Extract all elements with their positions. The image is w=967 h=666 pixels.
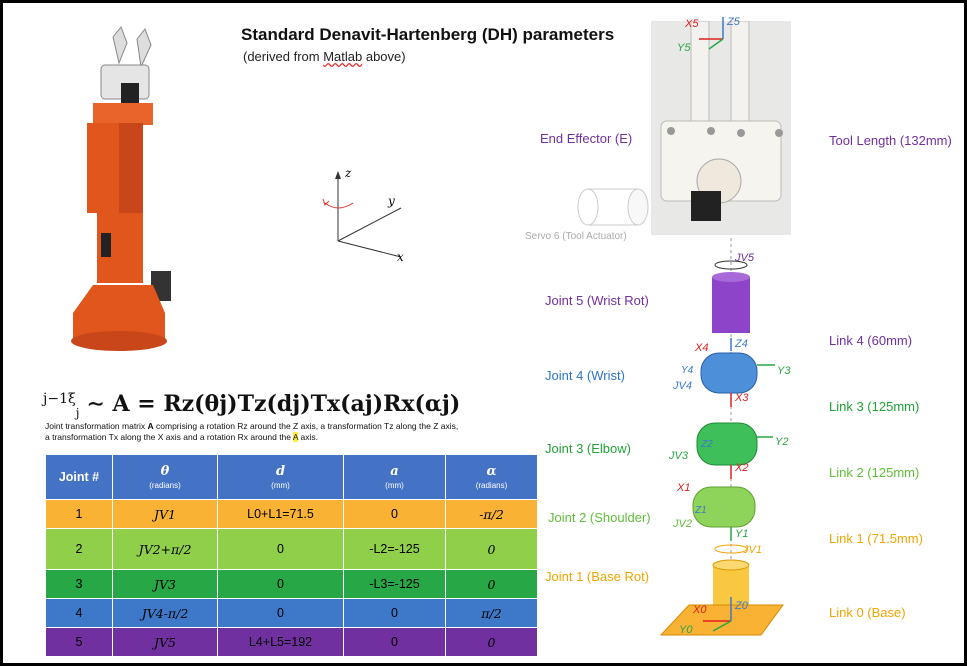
axes-icon: z y x xyxy=(322,166,404,263)
cell-joint: 1 xyxy=(45,499,113,529)
label-joint1: Joint 1 (Base Rot) xyxy=(545,569,650,584)
formula-lhs: j−1ξ xyxy=(43,391,76,407)
gripper-drawing xyxy=(660,21,783,221)
table-row: 4 JV4-π/2 0 0 π/2 xyxy=(45,598,538,628)
caption-part2: comprising a rotation Rz around the Z ax… xyxy=(45,421,459,442)
frame-y2: Y2 xyxy=(775,436,788,448)
cell-alpha: 0 xyxy=(445,528,538,570)
frame-z2: Z2 xyxy=(700,439,713,450)
dh-formula: j−1ξj ∼ A = Rz(θj)Tz(dj)Tx(aj)Rx(αj) xyxy=(43,391,460,420)
col-d: d (mm) xyxy=(217,454,344,500)
cell-d: 0 xyxy=(217,528,344,570)
cell-joint: 2 xyxy=(45,528,113,570)
cell-theta: JV3 xyxy=(112,569,218,599)
frame-jv5: JV5 xyxy=(734,252,755,264)
col-theta: θ (radians) xyxy=(112,454,218,500)
frame-z5: Z5 xyxy=(726,16,741,28)
frame-y3: Y3 xyxy=(777,365,791,377)
slide: Standard Denavit-Hartenberg (DH) paramet… xyxy=(3,3,964,663)
frame-x4: X4 xyxy=(694,342,708,354)
servo6-label: Servo 6 (Tool Actuator) xyxy=(525,231,627,242)
label-joint3: Joint 3 (Elbow) xyxy=(545,441,631,456)
cell-alpha: 0 xyxy=(445,569,538,599)
cell-theta: JV1 xyxy=(112,499,218,529)
frame-x5: X5 xyxy=(684,18,699,30)
frame-jv4: JV4 xyxy=(672,380,692,392)
cell-a: -L2=-125 xyxy=(343,528,446,570)
axes-y-label: y xyxy=(387,194,395,208)
cell-theta: JV5 xyxy=(112,627,218,657)
label-link4: Link 4 (60mm) xyxy=(829,333,913,348)
frame-x3: X3 xyxy=(734,392,749,404)
caption-part1: Joint transformation matrix xyxy=(45,421,148,431)
label-link2: Link 2 (125mm) xyxy=(829,465,920,480)
frame-y4: Y4 xyxy=(681,365,694,376)
cell-theta: JV2+π/2 xyxy=(112,528,218,570)
frame-x0: X0 xyxy=(692,604,707,616)
cell-a: 0 xyxy=(343,499,446,529)
formula-caption: Joint transformation matrix A comprising… xyxy=(45,421,465,443)
frame-z4: Z4 xyxy=(734,338,748,350)
cell-d: L4+L5=192 xyxy=(217,627,344,657)
page-title: Standard Denavit-Hartenberg (DH) paramet… xyxy=(241,25,615,44)
table-row: 2 JV2+π/2 0 -L2=-125 0 xyxy=(45,528,538,570)
label-joint4: Joint 4 (Wrist) xyxy=(545,368,625,383)
table-header-row: Joint # θ (radians) d (mm) a (mm) α (radians… xyxy=(45,454,538,500)
col-a: a (mm) xyxy=(343,454,446,500)
formula-rhs: ∼ A = Rz(θj)Tz(dj)Tx(aj)Rx(αj) xyxy=(86,391,461,417)
cell-joint: 4 xyxy=(45,598,113,628)
frame-y1: Y1 xyxy=(735,528,748,540)
cell-joint: 3 xyxy=(45,569,113,599)
label-link1: Link 1 (71.5mm) xyxy=(829,531,923,546)
label-end-effector: End Effector (E) xyxy=(540,131,633,146)
label-link0: Link 0 (Base) xyxy=(829,605,906,620)
caption-part3: axis. xyxy=(298,432,318,442)
kinematic-chain-diagram: X5 Z5 Y5 JV5 Z4 X4 Y4 JV4 Y3 X3 Z2 Y2 JV… xyxy=(659,16,791,636)
frame-x2: X2 xyxy=(734,462,748,474)
table-row: 5 JV5 L4+L5=192 0 0 xyxy=(45,627,538,657)
cell-alpha: -π/2 xyxy=(445,499,538,529)
subtitle-pre: (derived from xyxy=(243,49,324,64)
axes-x-label: x xyxy=(397,250,404,263)
cell-theta: JV4-π/2 xyxy=(112,598,218,628)
frame-x1: X1 xyxy=(676,482,690,494)
label-joint5: Joint 5 (Wrist Rot) xyxy=(545,293,649,308)
frame-z0: Z0 xyxy=(734,600,749,612)
frame-y0: Y0 xyxy=(679,624,693,636)
cell-joint: 5 xyxy=(45,627,113,657)
axes-z-label: z xyxy=(344,166,352,180)
cell-a: 0 xyxy=(343,598,446,628)
robot-arm-image xyxy=(71,26,171,351)
cell-d: L0+L1=71.5 xyxy=(217,499,344,529)
subtitle-post: above) xyxy=(362,49,406,64)
formula-lhs-sub: j xyxy=(75,406,80,420)
col-joint: Joint # xyxy=(45,454,113,500)
cell-d: 0 xyxy=(217,569,344,599)
table-row: 1 JV1 L0+L1=71.5 0 -π/2 xyxy=(45,499,538,529)
frame-y5: Y5 xyxy=(677,42,691,54)
caption-bold-a: A xyxy=(147,421,154,431)
cell-d: 0 xyxy=(217,598,344,628)
cell-a: 0 xyxy=(343,627,446,657)
frame-jv3: JV3 xyxy=(668,450,689,462)
table-row: 3 JV3 0 -L3=-125 0 xyxy=(45,569,538,599)
cell-alpha: 0 xyxy=(445,627,538,657)
col-alpha: α (radians) xyxy=(445,454,538,500)
subtitle: (derived from Matlab above) xyxy=(243,49,406,64)
subtitle-link: Matlab xyxy=(323,49,363,64)
caption-highlight: A xyxy=(292,432,299,442)
label-link3: Link 3 (125mm) xyxy=(829,399,920,414)
cell-alpha: π/2 xyxy=(445,598,538,628)
frame-jv1: JV1 xyxy=(742,544,762,556)
servo6-cylinder xyxy=(577,188,649,226)
cell-a: -L3=-125 xyxy=(343,569,446,599)
label-joint2: Joint 2 (Shoulder) xyxy=(548,510,651,525)
frame-jv2: JV2 xyxy=(672,518,692,530)
frame-z1: Z1 xyxy=(694,505,707,516)
label-tool-length: Tool Length (132mm) xyxy=(829,133,952,148)
dh-table: Joint # θ (radians) d (mm) a (mm) α (radians… xyxy=(45,454,538,657)
